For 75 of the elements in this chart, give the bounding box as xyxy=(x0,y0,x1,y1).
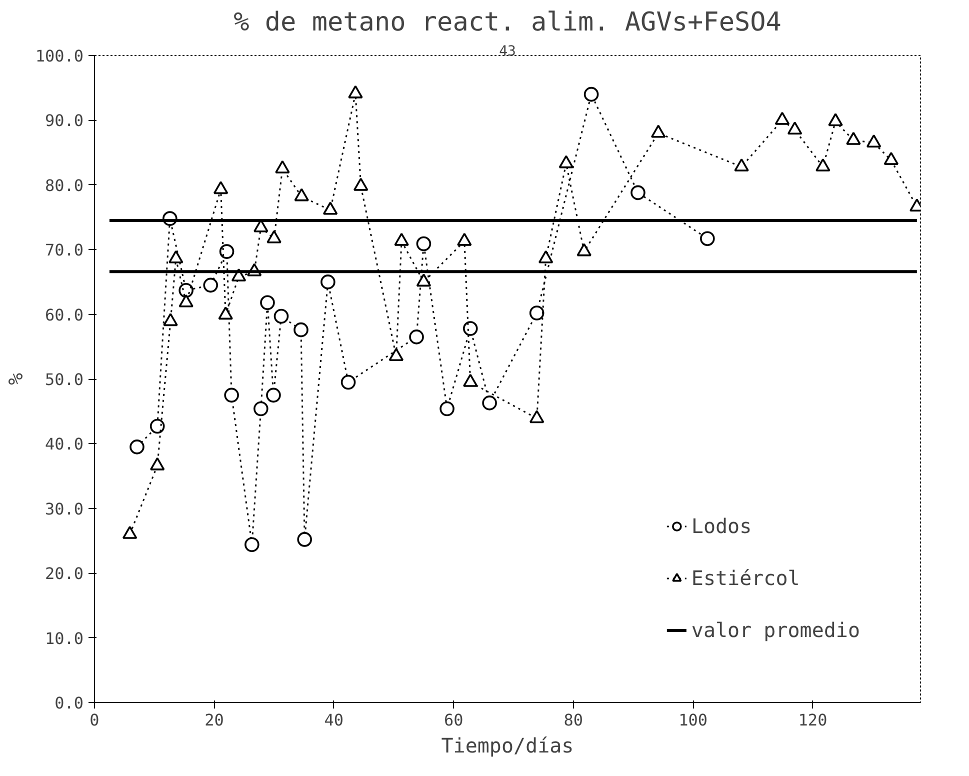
y-tick-label: 40.0 xyxy=(44,434,84,454)
point xyxy=(416,236,432,252)
point xyxy=(266,230,282,244)
point xyxy=(816,158,830,172)
point xyxy=(340,374,356,390)
point xyxy=(213,181,228,194)
point xyxy=(409,330,424,344)
point xyxy=(394,232,409,246)
point xyxy=(203,278,218,293)
point xyxy=(294,188,309,202)
y-tick-label: 20.0 xyxy=(44,564,84,584)
point xyxy=(266,388,281,403)
point xyxy=(440,401,454,416)
point xyxy=(462,374,478,387)
point xyxy=(275,160,290,174)
y-tick-label: 30.0 xyxy=(44,499,84,518)
x-tick-label: 40 xyxy=(324,710,344,730)
point xyxy=(774,112,790,125)
y-tick-label: 50.0 xyxy=(44,370,84,389)
y-axis-title: % xyxy=(3,372,28,386)
y-tick-label: 0.0 xyxy=(54,694,84,712)
point xyxy=(224,388,239,403)
legend-label: valor promedio xyxy=(691,618,860,642)
x-tick-label: 60 xyxy=(444,710,464,730)
y-tick-label: 80.0 xyxy=(44,176,84,195)
annotation: 43 xyxy=(499,44,516,60)
point xyxy=(388,348,404,362)
point xyxy=(538,250,554,264)
point xyxy=(462,321,478,336)
point xyxy=(866,134,882,148)
point xyxy=(353,178,368,191)
point xyxy=(576,243,592,256)
point xyxy=(178,294,194,308)
point xyxy=(150,418,165,434)
point xyxy=(416,274,432,287)
x-tick-label: 0 xyxy=(90,710,100,730)
point xyxy=(322,202,338,215)
point xyxy=(529,410,544,424)
point xyxy=(260,295,275,310)
point xyxy=(884,152,899,165)
point xyxy=(168,250,184,264)
point xyxy=(558,155,574,168)
point xyxy=(130,440,144,454)
point xyxy=(828,113,843,126)
y-tick-label: 90.0 xyxy=(44,111,84,130)
y-tick-label: 60.0 xyxy=(44,305,84,324)
point xyxy=(218,306,233,320)
point xyxy=(297,532,312,547)
x-tick-label: 20 xyxy=(204,710,224,730)
point xyxy=(244,537,260,552)
y-tick-label: 10.0 xyxy=(44,628,84,648)
point xyxy=(846,132,861,145)
point xyxy=(294,322,308,338)
point xyxy=(320,274,336,290)
point xyxy=(163,313,178,326)
point xyxy=(253,401,268,416)
point xyxy=(700,231,715,246)
point xyxy=(734,158,749,172)
y-tick-label: 70.0 xyxy=(44,240,84,260)
point xyxy=(482,396,497,410)
x-tick-label: 100 xyxy=(678,710,708,730)
x-tick-label: 80 xyxy=(564,710,583,730)
legend-label: Estiércol xyxy=(691,566,800,590)
x-tick-label: 120 xyxy=(798,710,828,730)
point xyxy=(457,232,472,246)
point xyxy=(650,124,666,138)
point xyxy=(219,244,234,259)
point xyxy=(274,308,289,324)
x-axis-title: Tiempo/días xyxy=(441,734,574,758)
chart-title: % de metano react. alim. AGVs+FeSO4 xyxy=(234,8,782,38)
point xyxy=(348,85,363,98)
point xyxy=(787,122,802,135)
point xyxy=(529,306,544,320)
legend-label: Lodos xyxy=(691,514,752,538)
y-tick-label: 100.0 xyxy=(35,46,84,66)
